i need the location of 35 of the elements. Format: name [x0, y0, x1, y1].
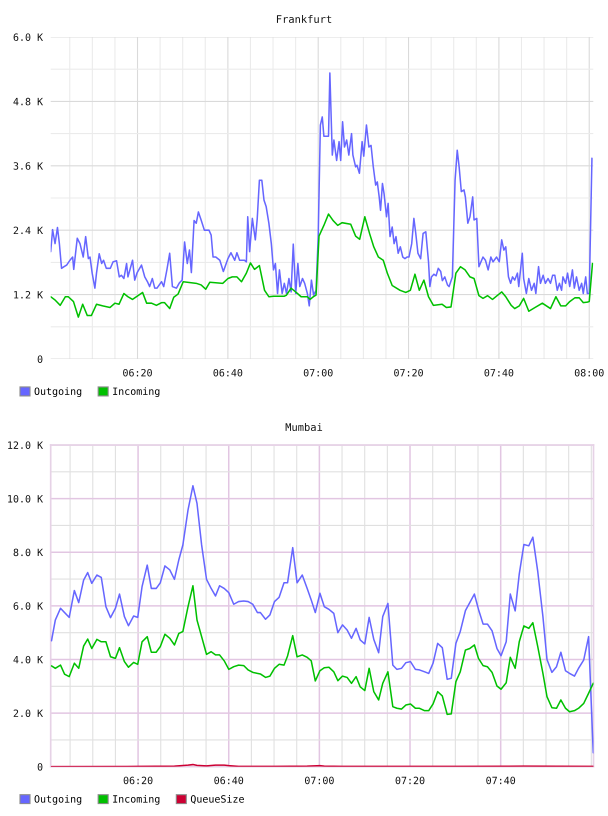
y-tick-label: 10.0 K: [8, 495, 44, 503]
x-tick-label: 07:00: [304, 368, 333, 377]
y-tick-label: 4.8 K: [13, 98, 44, 106]
y-tick-label: 8.0 K: [14, 548, 44, 556]
x-tick-label: 07:40: [486, 776, 516, 784]
line-series: [50, 72, 593, 307]
x-tick-label: 06:40: [214, 776, 244, 784]
legend-label: Incoming: [113, 387, 160, 398]
legend-label: Outgoing: [34, 387, 82, 398]
y-tick-label: 0: [38, 355, 42, 363]
x-tick-label: 07:00: [304, 776, 334, 784]
line-series: [50, 584, 594, 716]
y-tick-label: 4.0 K: [13, 656, 44, 664]
x-tick-label: 06:40: [213, 368, 242, 377]
legend-label: Incoming: [113, 794, 160, 805]
x-tick-label: 07:20: [394, 368, 423, 377]
y-tick-label: 0: [38, 763, 42, 771]
line-series: [50, 213, 594, 318]
x-tick-label: 08:00: [574, 368, 604, 377]
y-tick-label: 6.0 K: [14, 602, 44, 610]
chart-title: Frankfurt: [276, 14, 332, 24]
x-tick-label: 06:20: [124, 776, 152, 784]
y-tick-label: 3.6 K: [14, 162, 44, 170]
x-tick-label: 07:20: [396, 776, 424, 784]
y-tick-label: 2.4 K: [14, 226, 44, 234]
x-tick-label: 07:40: [484, 368, 514, 377]
line-series: [50, 484, 594, 754]
legend-label: QueueSize: [190, 794, 244, 804]
chart-title: Mumbai: [286, 422, 322, 432]
y-tick-label: 2.0 K: [14, 709, 44, 718]
legend-label: Outgoing: [34, 794, 82, 805]
y-tick-label: 12.0 K: [8, 441, 44, 449]
y-tick-label: 6.0 K: [14, 33, 44, 41]
y-tick-label: 1.2 K: [14, 291, 44, 298]
x-tick-label: 06:20: [123, 368, 152, 377]
